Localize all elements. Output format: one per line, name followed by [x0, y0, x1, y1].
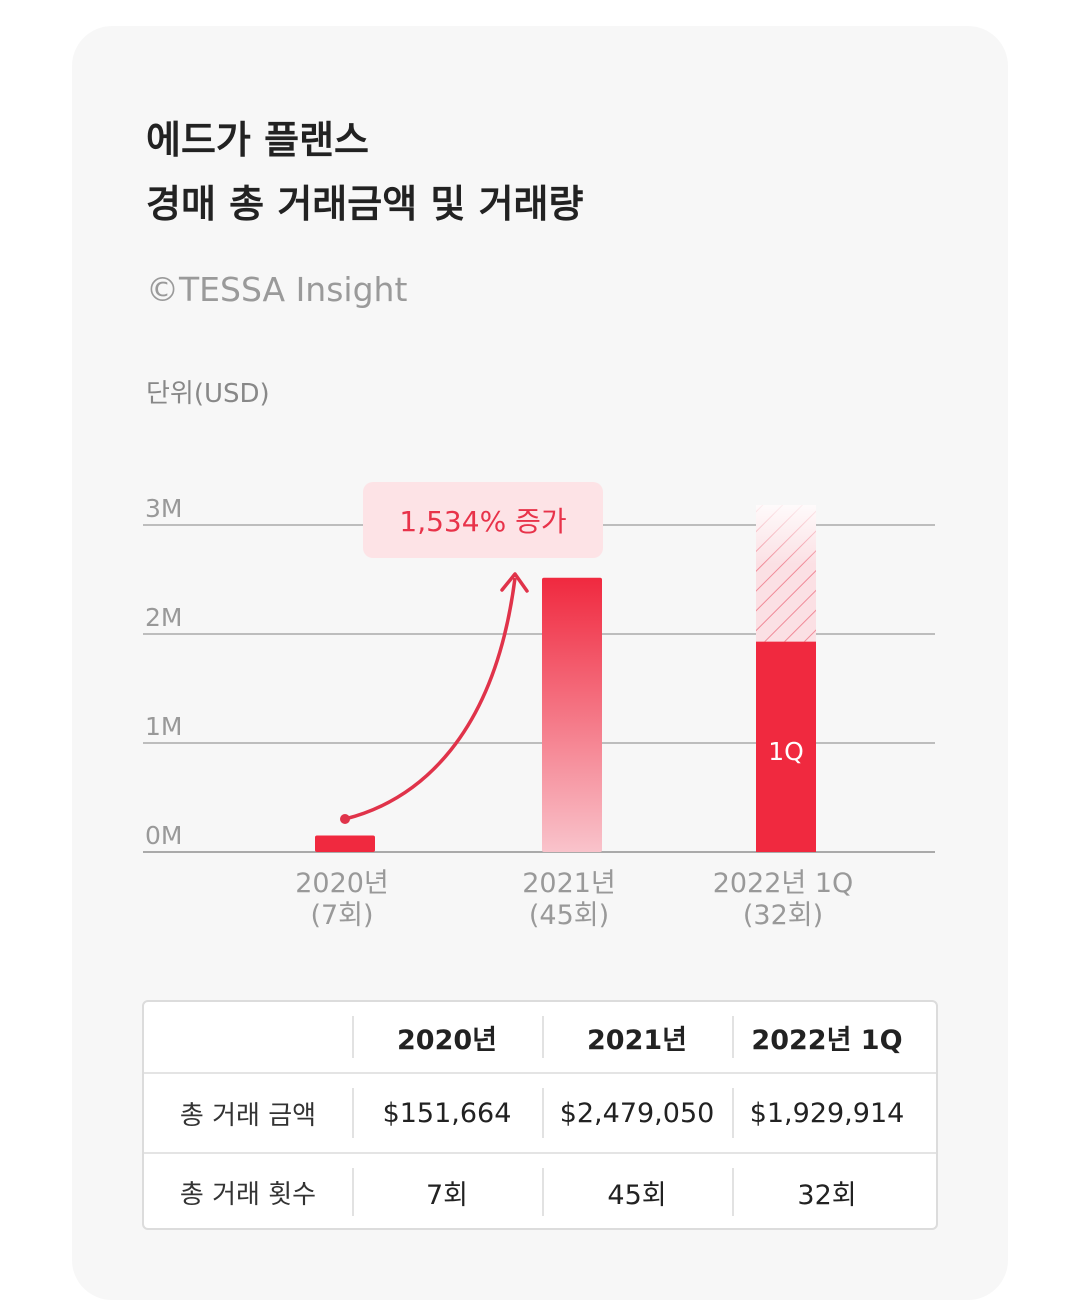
summary-table: 2020년 2021년 2022년 1Q 총 거래 금액 $151,664 $2…: [142, 1000, 938, 1230]
count-2021: 45회: [542, 1154, 732, 1230]
bar-2021: [542, 577, 602, 852]
count-2020: 7회: [352, 1154, 542, 1230]
unit-label: 단위(USD): [146, 379, 270, 409]
credit-text: ©TESSA Insight: [146, 270, 408, 309]
table-row-amount: 총 거래 금액 $151,664 $2,479,050 $1,929,914: [144, 1072, 936, 1152]
bar-2022-projected-fade: [756, 505, 816, 565]
x-tick-label: 2021년: [522, 868, 616, 899]
amount-2021: $2,479,050: [542, 1074, 732, 1152]
bar-label-1q: 1Q: [768, 737, 804, 766]
arrow-start-dot: [340, 814, 350, 824]
x-tick-label: 2022년 1Q: [713, 868, 854, 899]
row-label-count: 총 거래 횟수: [179, 1179, 317, 1210]
table-header-2020: 2020년: [352, 1002, 542, 1072]
y-tick-label: 1M: [145, 712, 182, 741]
bar-chart: 0M 1M 2M 3M 1Q 2020년(7회) 2021년(45회) 2022년 1Q(32…: [143, 482, 935, 931]
x-tick-label: (32회): [743, 900, 823, 931]
bar-2022-q1: [756, 641, 816, 852]
title-line-1: 에드가 플랜스: [146, 118, 369, 162]
table-header-2021: 2021년: [542, 1002, 732, 1072]
y-tick-label: 0M: [145, 821, 182, 850]
x-tick-label: (7회): [310, 900, 373, 931]
y-tick-label: 3M: [145, 494, 182, 523]
x-tick-label: 2020년: [295, 868, 389, 899]
table-header-empty: [144, 1002, 352, 1072]
bar-2020: [315, 835, 375, 852]
table-header-row: 2020년 2021년 2022년 1Q: [144, 1002, 936, 1072]
table-row-count: 총 거래 횟수 7회 45회 32회: [144, 1152, 936, 1230]
amount-2022q1: $1,929,914: [732, 1074, 922, 1152]
row-label-amount: 총 거래 금액: [179, 1100, 317, 1131]
title-line-2: 경매 총 거래금액 및 거래량: [146, 182, 584, 226]
growth-arrow: [344, 577, 517, 821]
arrow-head: [500, 572, 529, 593]
table-header-2022q1: 2022년 1Q: [732, 1002, 922, 1072]
y-tick-label: 2M: [145, 603, 182, 632]
annotation-box: [363, 482, 603, 558]
amount-2020: $151,664: [352, 1074, 542, 1152]
annotation-text: 1,534% 증가: [399, 505, 566, 538]
chart-title: 에드가 플랜스 경매 총 거래금액 및 거래량: [146, 108, 583, 236]
x-tick-label: (45회): [529, 900, 609, 931]
count-2022q1: 32회: [732, 1154, 922, 1230]
